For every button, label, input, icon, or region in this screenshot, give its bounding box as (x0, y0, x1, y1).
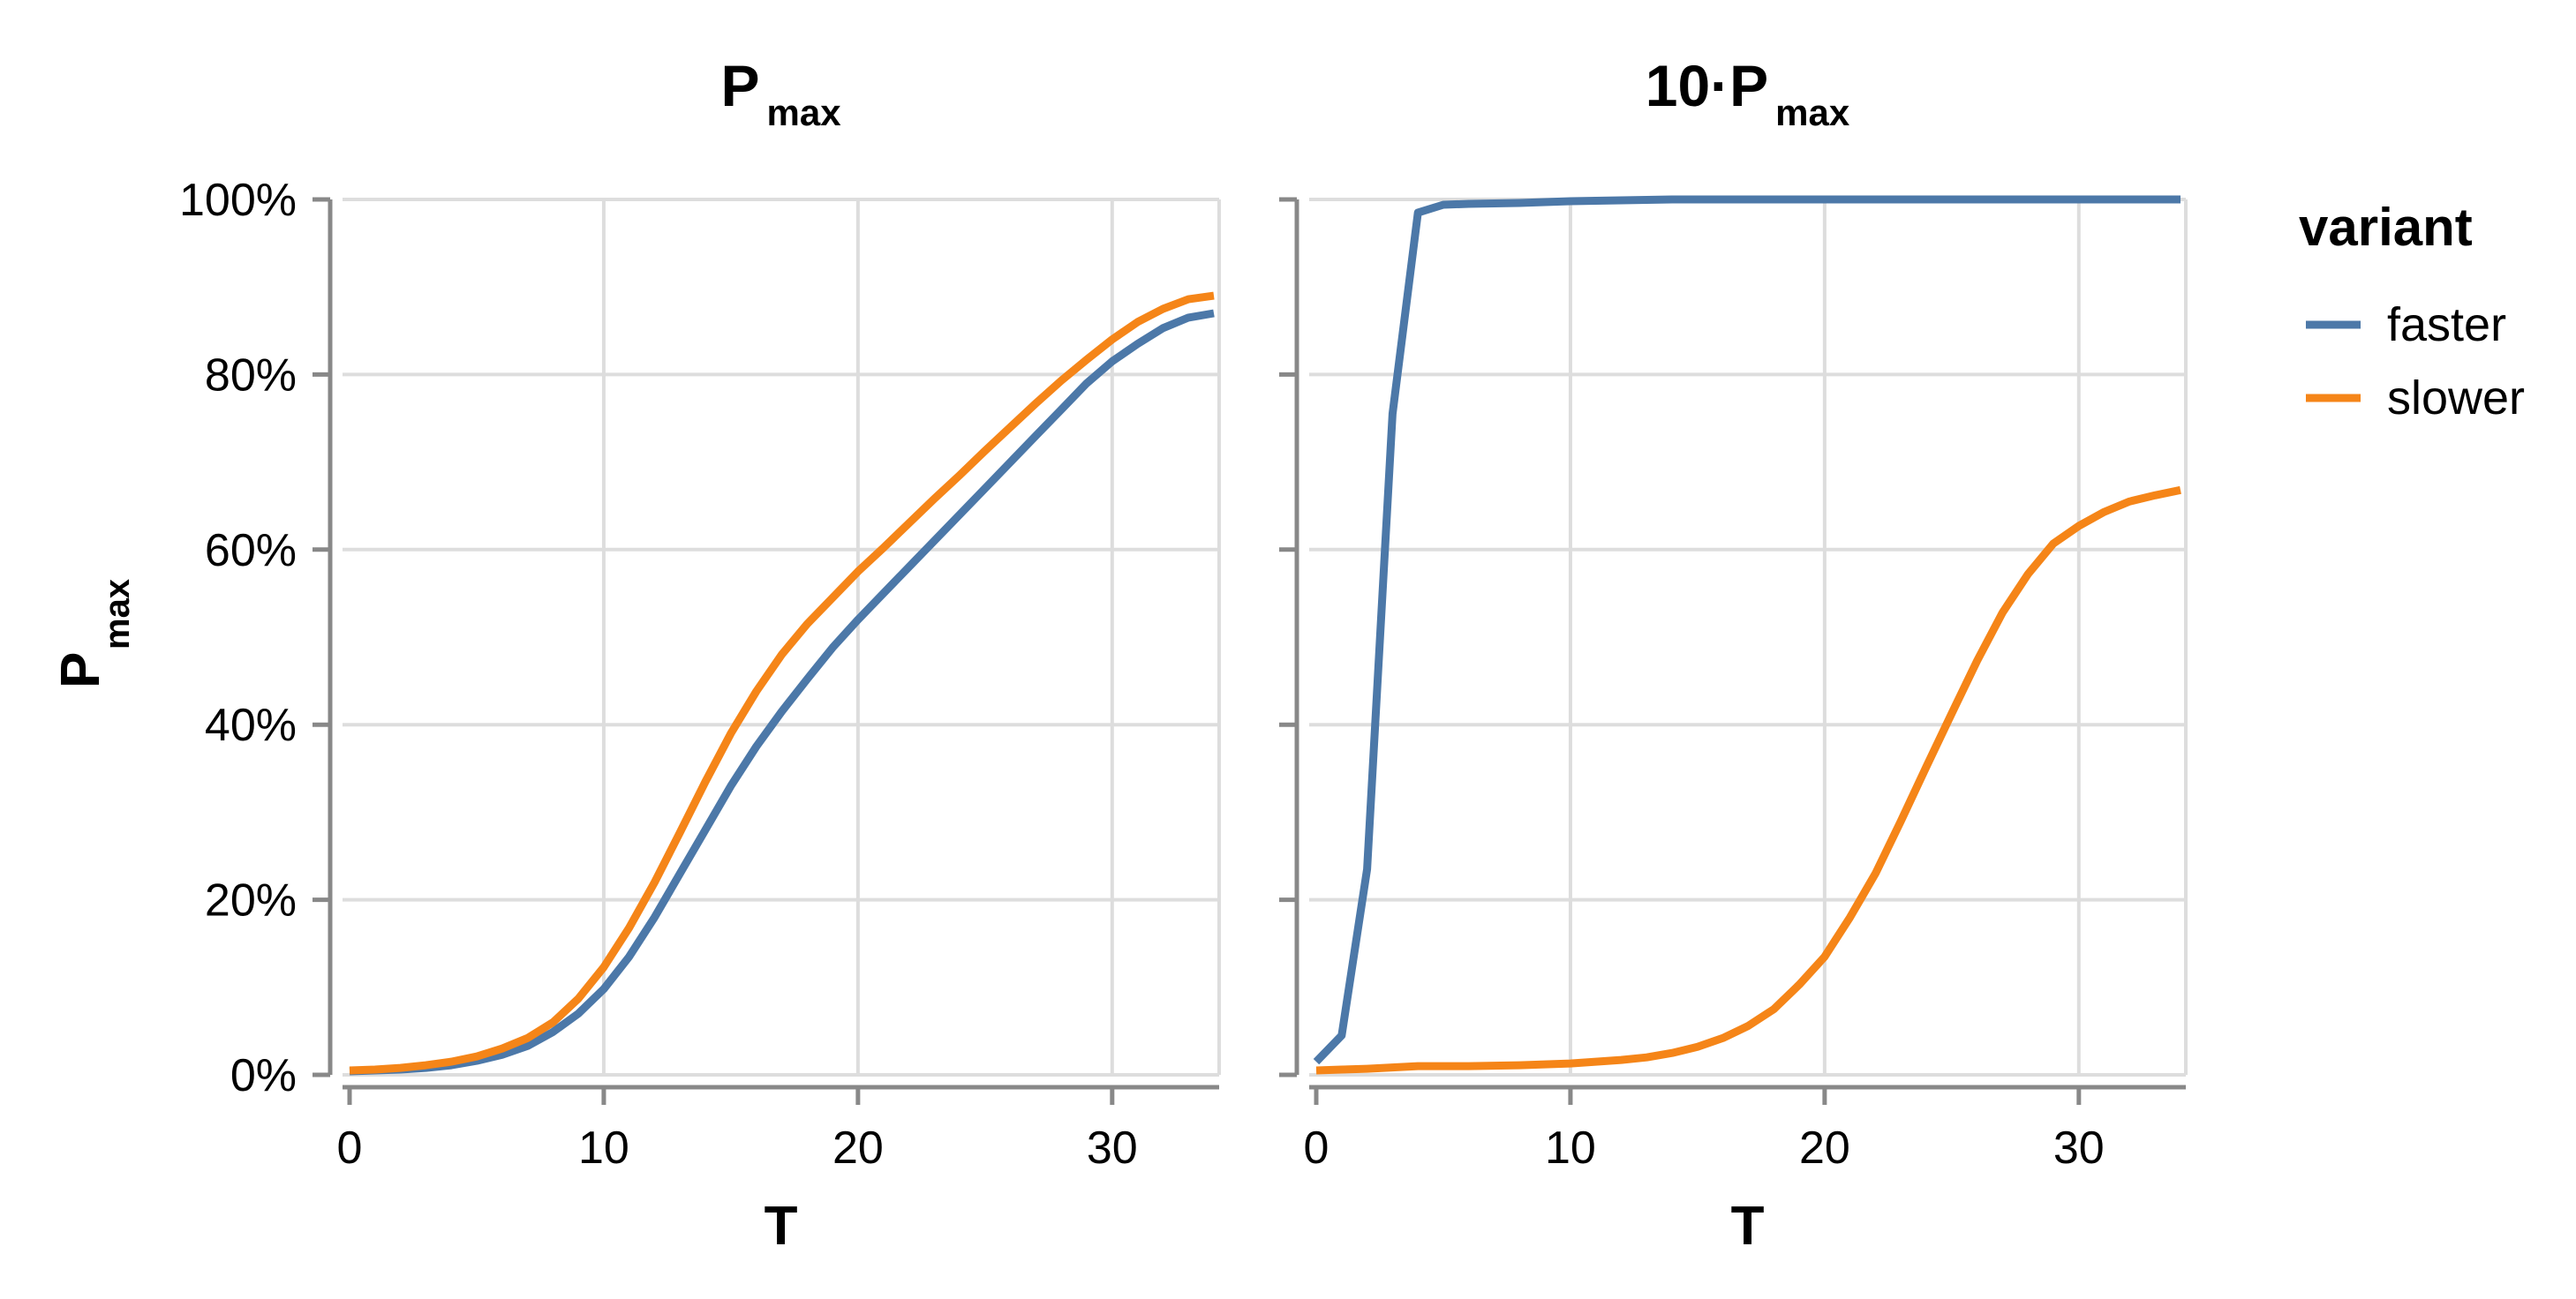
series-line-faster (1313, 195, 2181, 1065)
y-axis-title-subscript: max (98, 579, 137, 650)
series-line-slower (1315, 485, 2181, 1075)
y-tick-label: 60% (205, 525, 297, 576)
x-axis-title: T (1731, 1196, 1765, 1257)
x-tick-label: 0 (1304, 1123, 1329, 1174)
facet-title-main: 10·P (1646, 53, 1768, 118)
y-axis-title-main: P (50, 652, 111, 688)
x-tick-label: 20 (1799, 1123, 1850, 1174)
x-tick-label: 0 (337, 1123, 363, 1174)
x-axis-title: T (765, 1196, 798, 1257)
y-axis-title: P max (50, 579, 137, 688)
x-tick-label: 30 (1087, 1123, 1138, 1174)
facet-title-subscript: max (1775, 92, 1850, 133)
legend-label-faster: faster (2387, 298, 2506, 351)
y-tick-label: 80% (205, 349, 297, 401)
facet-title-subscript: max (766, 92, 841, 133)
y-tick-label: 100% (179, 175, 297, 226)
series-line-slower (349, 291, 1215, 1075)
x-tick-label: 10 (578, 1123, 629, 1174)
x-tick-label: 30 (2053, 1123, 2105, 1174)
facet-right: 0 10 20 30 T 10·P max (1279, 53, 2188, 1257)
legend-label-slower: slower (2387, 372, 2525, 424)
x-tick-label: 20 (832, 1123, 884, 1174)
facet-title-main: P (720, 53, 759, 118)
y-tick-label: 0% (230, 1050, 297, 1101)
series-line-faster (349, 309, 1215, 1076)
facet-left: 0 10 20 30 T 0% 20% 40% 60% 80% 100% P max (179, 53, 1221, 1257)
legend: variant faster slower (2299, 198, 2525, 424)
x-tick-label: 10 (1545, 1123, 1596, 1174)
y-tick-label: 40% (205, 700, 297, 751)
y-tick-label: 20% (205, 875, 297, 927)
legend-title: variant (2299, 198, 2473, 257)
facet-title: 10·P max (1646, 53, 1850, 133)
